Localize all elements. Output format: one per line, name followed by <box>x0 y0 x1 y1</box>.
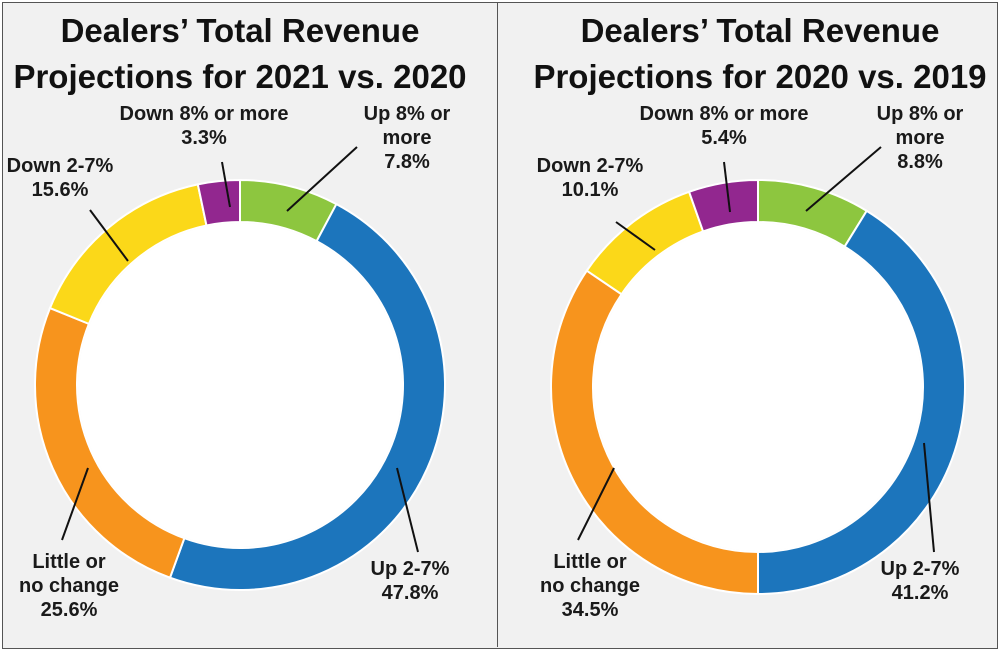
data-label-line: 41.2% <box>892 582 949 604</box>
leader-line-up-2-7 <box>396 467 419 553</box>
data-label-line: Down 2-7% <box>7 155 114 177</box>
data-label-line: Down 8% or more <box>120 103 289 125</box>
leader-line-little-or-no-change <box>577 467 615 541</box>
data-label-line: more <box>896 127 945 149</box>
chart-title-line: Projections for 2021 vs. 2020 <box>13 58 466 95</box>
chart-title-line: Projections for 2020 vs. 2019 <box>533 58 986 95</box>
data-label-line: Up 2-7% <box>881 558 960 580</box>
data-label-line: 15.6% <box>32 179 89 201</box>
data-label-line: 3.3% <box>181 127 227 149</box>
leader-line-little-or-no-change <box>61 467 89 541</box>
chart-title: Dealers’ Total Revenue Projections for 20… <box>533 12 986 95</box>
data-label-line: 5.4% <box>701 127 747 149</box>
slice-up-2-7 <box>757 209 966 596</box>
data-label-down-2-7: Down 2-7% 15.6% <box>7 155 114 201</box>
data-label-line: Little or <box>32 551 106 573</box>
donut-hole <box>78 223 402 547</box>
leader-line-down-8-or-more <box>221 161 231 208</box>
chart-title-line: Dealers’ Total Revenue <box>61 12 420 49</box>
data-label-up-8-or-more: Up 8% or more 7.8% <box>364 103 451 173</box>
donut-chart-1: Dealers’ Total Revenue Projections for 20… <box>7 12 467 621</box>
leader-line-down-2-7 <box>89 209 129 262</box>
panel-divider <box>497 2 498 647</box>
data-label-down-8-or-more: Down 8% or more 3.3% <box>120 103 289 149</box>
data-label-up-2-7: Up 2-7% 41.2% <box>881 558 960 604</box>
leader-line-down-8-or-more <box>723 161 731 213</box>
data-label-line: 7.8% <box>384 151 430 173</box>
slice-down-8-or-more <box>196 178 241 227</box>
slice-down-8-or-more <box>687 178 759 233</box>
data-label-line: no change <box>540 575 640 597</box>
data-label-line: more <box>383 127 432 149</box>
data-label-little-or-no-change: Little or no change 25.6% <box>19 551 119 621</box>
leader-line-up-8-or-more <box>805 146 882 212</box>
data-label-down-2-7: Down 2-7% 10.1% <box>537 155 644 201</box>
leader-line-down-2-7 <box>615 221 656 251</box>
chart-title-line: Dealers’ Total Revenue <box>581 12 940 49</box>
data-label-line: 25.6% <box>41 599 98 621</box>
data-label-up-8-or-more: Up 8% or more 8.8% <box>877 103 964 173</box>
data-label-line: Down 8% or more <box>640 103 809 125</box>
data-label-line: 34.5% <box>562 599 619 621</box>
data-label-little-or-no-change: Little or no change 34.5% <box>540 551 640 621</box>
data-label-line: Down 2-7% <box>537 155 644 177</box>
data-label-line: 8.8% <box>897 151 943 173</box>
data-label-line: Little or <box>553 551 627 573</box>
data-label-line: Up 8% or <box>877 103 964 125</box>
chart-title: Dealers’ Total Revenue Projections for 20… <box>13 12 466 95</box>
data-label-line: 47.8% <box>382 582 439 604</box>
data-label-line: Up 2-7% <box>371 558 450 580</box>
data-label-line: no change <box>19 575 119 597</box>
leader-line-up-8-or-more <box>286 146 358 212</box>
data-label-up-2-7: Up 2-7% 47.8% <box>371 558 450 604</box>
leader-line-up-2-7 <box>923 442 935 553</box>
donut-chart-2: Dealers’ Total Revenue Projections for 20… <box>533 12 986 621</box>
data-label-down-8-or-more: Down 8% or more 5.4% <box>640 103 809 149</box>
donut-hole <box>594 223 922 551</box>
data-label-line: 10.1% <box>562 179 619 201</box>
slice-up-2-7 <box>168 202 446 592</box>
data-label-line: Up 8% or <box>364 103 451 125</box>
